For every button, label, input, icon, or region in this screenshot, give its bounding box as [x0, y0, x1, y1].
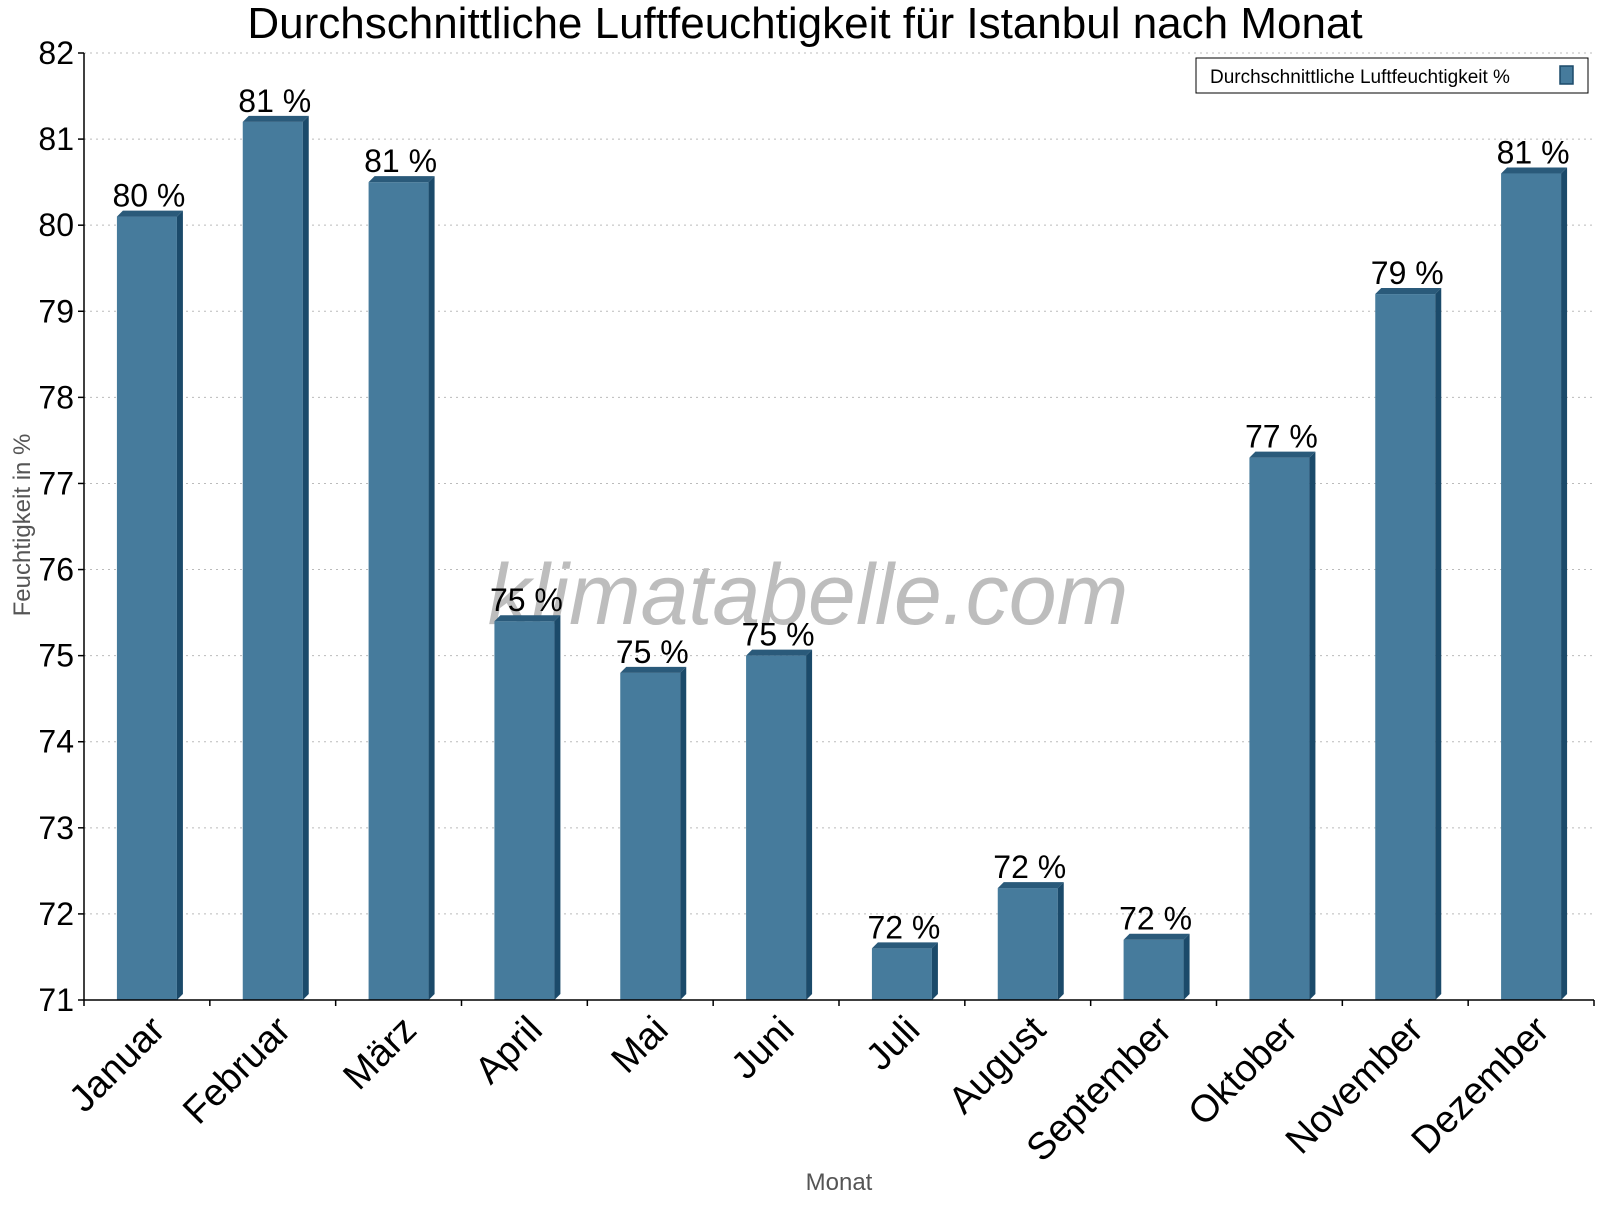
bar-top [494, 615, 561, 622]
legend-box [1195, 57, 1589, 94]
bar-side [302, 115, 309, 1000]
bar-mai [620, 666, 687, 1000]
bar-side [1057, 882, 1064, 1000]
data-label: 79 % [1371, 255, 1444, 291]
bar [116, 216, 177, 1000]
legend: Durchschnittliche Luftfeuchtigkeit % [1195, 57, 1589, 94]
bar-top [242, 115, 309, 122]
x-tick-label: Dezember [1404, 1008, 1558, 1162]
x-tick-label: Juni [723, 1009, 802, 1088]
y-tick-label: 78 [38, 379, 74, 415]
x-tick-label: Mai [604, 1009, 677, 1082]
bar-märz [368, 176, 435, 1001]
bar-top [871, 942, 938, 949]
bar-top [1375, 288, 1442, 295]
y-axis-title: Feuchtigkeit in % [9, 434, 36, 617]
bar-januar [116, 210, 183, 1000]
bar [242, 121, 303, 1000]
bar-top [368, 176, 435, 183]
bars [116, 115, 1568, 1001]
data-label: 75 % [616, 634, 689, 670]
bar-juni [746, 649, 813, 1000]
watermark: klimatabelle.com [488, 547, 1128, 643]
bar [746, 655, 807, 1000]
data-labels: 80 % 81 % 81 % 75 % 75 % 75 % 72 % 72 % 72 % 77 %… [112, 83, 1569, 945]
bar-top [620, 666, 687, 673]
y-tick-label: 75 [38, 638, 74, 674]
bar [368, 182, 429, 1001]
bar [1249, 457, 1310, 1000]
bar-juli [871, 942, 938, 1000]
y-tick-label: 72 [38, 896, 74, 932]
bar-side [680, 666, 687, 1000]
y-tick-label: 76 [38, 552, 74, 588]
y-tick-label: 82 [38, 35, 74, 71]
x-tick-label: Februar [175, 1008, 299, 1132]
bar-side [1435, 288, 1442, 1000]
x-tick-label: März [336, 1009, 425, 1098]
y-tick-label: 74 [38, 724, 74, 760]
legend-label: Durchschnittliche Luftfeuchtigkeit % [1210, 67, 1510, 88]
data-label: 75 % [490, 582, 563, 618]
bar [871, 948, 932, 1000]
bar-top [1249, 451, 1316, 458]
legend-swatch [1559, 65, 1574, 85]
bar [494, 621, 555, 1000]
bar-side [1183, 933, 1190, 1000]
bar-oktober [1249, 451, 1316, 1000]
x-tick-label: Juli [858, 1009, 928, 1079]
bar [1375, 294, 1436, 1000]
y-tick-label: 71 [38, 982, 74, 1018]
bar-top [746, 649, 813, 656]
data-label: 81 % [1497, 135, 1570, 171]
data-label: 81 % [364, 143, 437, 179]
y-tick-label: 79 [38, 293, 74, 329]
bar [620, 672, 681, 1000]
bar [997, 888, 1058, 1000]
y-tick-label: 81 [38, 121, 74, 157]
x-tick-label: November [1278, 1008, 1432, 1162]
bar-top [1501, 167, 1568, 174]
bar-side [1309, 451, 1316, 1000]
bar-side [428, 176, 435, 1001]
bar-september [1123, 933, 1190, 1000]
bar-november [1375, 288, 1442, 1000]
data-label: 80 % [112, 178, 185, 214]
grid-lines [84, 52, 1594, 915]
bar-side [806, 649, 813, 1000]
bar-april [494, 615, 561, 1000]
bar-side [176, 210, 183, 1000]
y-tick-label: 77 [38, 465, 74, 501]
axes [83, 53, 1594, 1001]
bar [1123, 939, 1184, 1000]
bar-top [116, 210, 183, 217]
x-tick-label: Oktober [1181, 1008, 1307, 1134]
bar-side [1561, 167, 1568, 1000]
bar-side [931, 942, 938, 1000]
bar-top [1123, 933, 1190, 940]
bar [1501, 173, 1562, 1000]
x-tick-label: August [941, 1008, 1055, 1122]
bar-side [554, 615, 561, 1000]
data-label: 81 % [238, 83, 311, 119]
x-axis-ticks: Januar Februar März April Mai Juni Juli AugustS… [61, 1000, 1595, 1170]
bar-februar [242, 115, 309, 1000]
chart-title: Durchschnittliche Luftfeuchtigkeit für I… [247, 0, 1362, 48]
x-tick-label: April [467, 1009, 550, 1092]
y-tick-label: 80 [38, 207, 74, 243]
bar-top [997, 882, 1064, 889]
data-label: 72 % [867, 909, 940, 945]
bar-dezember [1501, 167, 1568, 1000]
y-axis-ticks: 71 72 73 74 75 76 77 78 79 80 81 82 [38, 35, 84, 1018]
x-tick-label: Januar [61, 1008, 173, 1120]
data-label: 72 % [1119, 901, 1192, 937]
data-label: 72 % [993, 849, 1066, 885]
x-axis-title: Monat [806, 1169, 873, 1196]
y-tick-label: 73 [38, 810, 74, 846]
data-label: 75 % [742, 617, 815, 653]
bar-august [997, 882, 1064, 1000]
data-label: 77 % [1245, 419, 1318, 455]
